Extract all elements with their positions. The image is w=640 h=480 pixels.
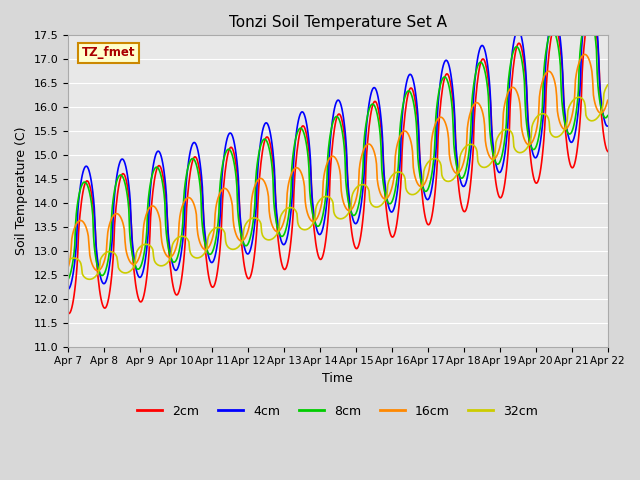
Y-axis label: Soil Temperature (C): Soil Temperature (C)	[15, 127, 28, 255]
16cm	[420, 182, 428, 188]
32cm	[86, 276, 93, 282]
Line: 2cm: 2cm	[68, 10, 608, 313]
32cm	[130, 264, 138, 269]
4cm	[184, 162, 192, 168]
Text: TZ_fmet: TZ_fmet	[81, 46, 135, 59]
8cm	[129, 257, 137, 263]
4cm	[419, 184, 427, 190]
8cm	[184, 164, 192, 170]
16cm	[74, 219, 82, 225]
32cm	[185, 239, 193, 245]
16cm	[580, 51, 588, 57]
16cm	[604, 97, 612, 103]
Line: 32cm: 32cm	[68, 85, 608, 279]
32cm	[404, 190, 412, 195]
8cm	[419, 185, 427, 191]
32cm	[420, 168, 428, 174]
Line: 16cm: 16cm	[68, 54, 608, 271]
Title: Tonzi Soil Temperature Set A: Tonzi Soil Temperature Set A	[229, 15, 447, 30]
2cm	[185, 180, 193, 186]
X-axis label: Time: Time	[323, 372, 353, 385]
4cm	[129, 249, 137, 254]
2cm	[588, 7, 595, 12]
16cm	[185, 195, 193, 201]
2cm	[65, 311, 72, 316]
2cm	[404, 91, 412, 97]
16cm	[93, 268, 101, 274]
Legend: 2cm, 4cm, 8cm, 16cm, 32cm: 2cm, 4cm, 8cm, 16cm, 32cm	[132, 400, 543, 423]
16cm	[404, 131, 412, 137]
4cm	[403, 77, 411, 83]
2cm	[420, 206, 428, 212]
Line: 4cm: 4cm	[68, 0, 608, 289]
8cm	[74, 199, 82, 205]
32cm	[214, 225, 221, 230]
16cm	[64, 265, 72, 271]
32cm	[74, 256, 82, 262]
4cm	[64, 287, 72, 292]
8cm	[584, 11, 592, 16]
2cm	[64, 310, 72, 316]
8cm	[213, 232, 221, 238]
2cm	[75, 230, 83, 236]
32cm	[64, 258, 72, 264]
4cm	[74, 208, 82, 214]
8cm	[403, 89, 411, 95]
32cm	[604, 82, 612, 88]
8cm	[64, 277, 72, 283]
16cm	[130, 262, 138, 267]
8cm	[604, 113, 612, 119]
Line: 8cm: 8cm	[68, 13, 608, 280]
4cm	[213, 246, 221, 252]
4cm	[604, 123, 612, 129]
16cm	[214, 197, 221, 203]
2cm	[214, 269, 221, 275]
2cm	[130, 268, 138, 274]
2cm	[604, 148, 612, 154]
